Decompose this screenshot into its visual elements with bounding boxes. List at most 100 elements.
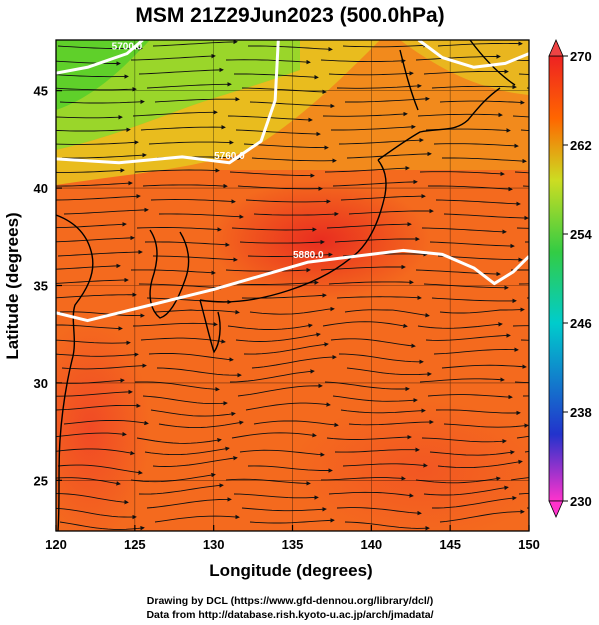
coastline-korea bbox=[149, 229, 190, 319]
streamline-95 bbox=[533, 252, 599, 256]
streamline-60 bbox=[56, 180, 133, 187]
streamline-122 bbox=[227, 323, 313, 330]
x-tick-label: 145 bbox=[439, 537, 461, 552]
x-ticks: 120 125 130 135 140 145 150 bbox=[45, 525, 540, 552]
streamline-63 bbox=[332, 179, 418, 187]
streamline-126 bbox=[56, 339, 131, 346]
streamline-187 bbox=[130, 472, 216, 483]
streamline-134 bbox=[243, 342, 329, 355]
streamline-73 bbox=[158, 213, 244, 220]
streamline-0 bbox=[57, 45, 143, 51]
streamline-96 bbox=[56, 263, 121, 270]
streamline-101 bbox=[511, 269, 529, 271]
streamline-193 bbox=[138, 483, 224, 495]
streamline-129 bbox=[330, 338, 416, 348]
colorbar-max-triangle bbox=[548, 39, 564, 57]
colorbar-ticks: 270 262 254 246 238 230 bbox=[563, 49, 592, 509]
streamline-207 bbox=[344, 521, 430, 531]
streamline-121 bbox=[132, 321, 218, 327]
streamline-176 bbox=[239, 449, 325, 457]
streamline-171 bbox=[326, 434, 412, 440]
streamline-168 bbox=[56, 431, 127, 438]
streamline-57 bbox=[324, 165, 410, 173]
y-tick-label: 45 bbox=[34, 84, 48, 99]
streamline-202 bbox=[432, 495, 517, 509]
streamline-203 bbox=[526, 507, 529, 509]
y-axis-label: Latitude (degrees) bbox=[3, 212, 22, 359]
streamline-69 bbox=[340, 193, 426, 201]
streamline-50 bbox=[251, 157, 337, 163]
streamline-1 bbox=[152, 40, 238, 47]
streamline-78 bbox=[56, 222, 127, 229]
streamline-37 bbox=[140, 124, 226, 131]
streamline-189 bbox=[320, 476, 406, 481]
x-axis-label: Longitude (degrees) bbox=[209, 561, 372, 580]
streamline-152 bbox=[237, 383, 323, 397]
streamline-6 bbox=[56, 60, 121, 66]
streamline-132 bbox=[56, 352, 139, 357]
streamline-156 bbox=[56, 403, 141, 411]
streamline-98 bbox=[225, 267, 311, 273]
streamline-39 bbox=[331, 124, 416, 131]
streamline-81 bbox=[326, 221, 412, 229]
streamline-157 bbox=[150, 409, 236, 417]
streamline-7 bbox=[130, 53, 216, 61]
streamline-124 bbox=[417, 322, 503, 329]
streamline-112 bbox=[431, 297, 517, 304]
streamline-170 bbox=[231, 432, 317, 439]
streamline-51 bbox=[346, 151, 432, 159]
colorbar-tick-label: 230 bbox=[570, 494, 592, 509]
chart-title: MSM 21Z29Jun2023 (500.0hPa) bbox=[135, 4, 444, 27]
streamline-142 bbox=[441, 364, 527, 369]
streamline-27 bbox=[345, 96, 430, 103]
colorbar: 270 262 254 246 238 230 bbox=[548, 39, 592, 518]
x-tick-label: 135 bbox=[282, 537, 304, 552]
streamline-111 bbox=[336, 295, 422, 300]
streamline-45 bbox=[338, 137, 424, 145]
streamline-77 bbox=[539, 211, 599, 214]
streamline-79 bbox=[136, 227, 222, 232]
streamline-183 bbox=[342, 463, 428, 468]
coastline-sakhalin bbox=[399, 49, 419, 111]
streamline-154 bbox=[427, 394, 513, 400]
streamline-120 bbox=[56, 324, 123, 331]
streamline-10 bbox=[415, 54, 501, 61]
streamline-36 bbox=[56, 127, 131, 133]
streamline-108 bbox=[56, 292, 137, 299]
streamline-159 bbox=[340, 408, 426, 414]
streamline-151 bbox=[142, 395, 228, 406]
streamline-116 bbox=[249, 306, 335, 315]
streamline-177 bbox=[334, 447, 420, 453]
colorbar-tick-label: 246 bbox=[570, 316, 592, 331]
streamline-135 bbox=[338, 353, 424, 365]
streamline-128 bbox=[235, 332, 321, 342]
streamline-19 bbox=[146, 82, 232, 89]
streamline-12 bbox=[56, 74, 129, 79]
streamline-174 bbox=[56, 448, 135, 456]
streamline-8 bbox=[225, 59, 311, 65]
streamline-148 bbox=[419, 377, 505, 383]
streamline-199 bbox=[146, 497, 232, 509]
streamline-33 bbox=[322, 111, 408, 117]
streamline-104 bbox=[233, 280, 319, 285]
streamline-105 bbox=[328, 280, 414, 285]
streamline-35 bbox=[512, 115, 529, 118]
y-tick-label: 40 bbox=[34, 181, 48, 196]
streamline-29 bbox=[535, 102, 599, 105]
streamline-141 bbox=[346, 367, 432, 377]
coastline-honshu bbox=[199, 159, 387, 303]
streamline-26 bbox=[249, 101, 335, 109]
streamline-153 bbox=[332, 395, 418, 403]
colorbar-min-triangle bbox=[548, 500, 564, 518]
colorbar-body bbox=[548, 55, 564, 502]
coastline-hokkaido bbox=[377, 87, 501, 161]
streamline-56 bbox=[229, 171, 315, 178]
streamline-182 bbox=[247, 465, 333, 473]
streamline-53 bbox=[537, 157, 599, 159]
streamline-191 bbox=[510, 477, 529, 481]
field-warm-core bbox=[210, 180, 430, 300]
streamline-195 bbox=[328, 491, 414, 498]
streamline-133 bbox=[148, 353, 234, 362]
streamline-172 bbox=[421, 437, 507, 444]
y-ticks: 25 30 35 40 45 bbox=[34, 84, 62, 488]
